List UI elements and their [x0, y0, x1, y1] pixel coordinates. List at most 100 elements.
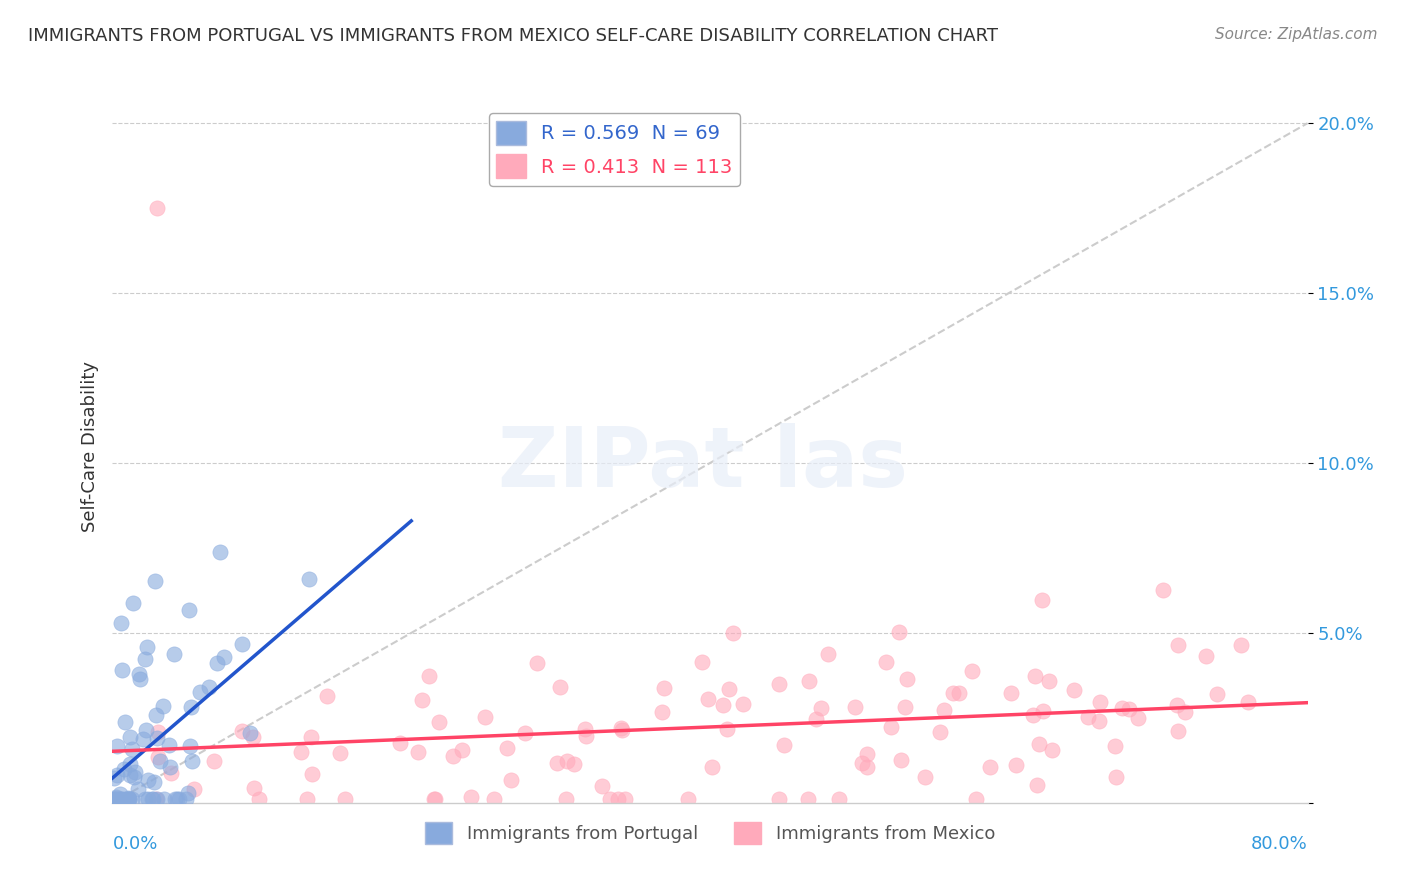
- Point: [562, 756, 585, 771]
- Point: [117, 792, 139, 806]
- Point: [676, 792, 699, 806]
- Point: [103, 792, 125, 806]
- Point: [768, 676, 790, 690]
- Point: [198, 680, 221, 694]
- Point: [142, 792, 165, 806]
- Point: [290, 745, 312, 759]
- Point: [247, 792, 270, 806]
- Point: [1236, 695, 1258, 709]
- Point: [136, 772, 159, 787]
- Point: [1031, 592, 1053, 607]
- Point: [804, 712, 827, 726]
- Point: [932, 703, 955, 717]
- Point: [114, 715, 136, 730]
- Point: [134, 652, 156, 666]
- Point: [574, 722, 596, 736]
- Point: [180, 699, 202, 714]
- Point: [105, 739, 128, 754]
- Point: [153, 792, 176, 806]
- Point: [117, 790, 139, 805]
- Point: [1104, 739, 1126, 753]
- Point: [108, 787, 131, 801]
- Point: [721, 626, 744, 640]
- Point: [768, 792, 790, 806]
- Point: [1111, 701, 1133, 715]
- Point: [124, 764, 146, 779]
- Point: [111, 792, 134, 806]
- Text: 0.0%: 0.0%: [112, 835, 157, 853]
- Point: [104, 792, 127, 806]
- Point: [152, 698, 174, 713]
- Point: [460, 790, 482, 805]
- Point: [141, 792, 163, 806]
- Point: [231, 637, 253, 651]
- Point: [145, 707, 167, 722]
- Point: [157, 738, 180, 752]
- Point: [148, 725, 170, 739]
- Point: [134, 792, 156, 806]
- Point: [1038, 673, 1060, 688]
- Point: [111, 663, 134, 677]
- Point: [136, 792, 159, 806]
- Point: [1118, 702, 1140, 716]
- Point: [159, 759, 181, 773]
- Point: [555, 755, 578, 769]
- Point: [828, 792, 851, 806]
- Point: [1167, 638, 1189, 652]
- Point: [145, 792, 167, 806]
- Point: [231, 724, 253, 739]
- Point: [960, 664, 983, 678]
- Point: [773, 738, 796, 752]
- Point: [239, 725, 262, 739]
- Point: [1206, 687, 1229, 701]
- Point: [441, 749, 464, 764]
- Point: [613, 792, 636, 806]
- Point: [851, 756, 873, 771]
- Point: [301, 766, 323, 780]
- Point: [697, 692, 720, 706]
- Point: [574, 729, 596, 743]
- Point: [547, 756, 569, 771]
- Point: [713, 698, 735, 712]
- Point: [856, 747, 879, 761]
- Text: 80.0%: 80.0%: [1251, 835, 1308, 853]
- Point: [183, 782, 205, 797]
- Point: [103, 792, 125, 806]
- Point: [242, 780, 264, 795]
- Point: [122, 770, 145, 784]
- Point: [204, 754, 226, 768]
- Point: [180, 754, 202, 768]
- Point: [716, 722, 738, 736]
- Point: [166, 792, 188, 806]
- Point: [810, 700, 832, 714]
- Point: [118, 792, 141, 806]
- Point: [165, 792, 187, 806]
- Point: [388, 735, 411, 749]
- Point: [208, 545, 231, 559]
- Point: [797, 792, 820, 806]
- Point: [418, 669, 440, 683]
- Point: [118, 768, 141, 782]
- Point: [179, 603, 201, 617]
- Point: [295, 792, 318, 806]
- Point: [515, 725, 537, 739]
- Point: [121, 741, 143, 756]
- Point: [1105, 770, 1128, 784]
- Point: [717, 681, 740, 696]
- Point: [702, 759, 724, 773]
- Point: [110, 615, 132, 630]
- Point: [1088, 714, 1111, 728]
- Point: [179, 739, 201, 753]
- Point: [121, 792, 143, 806]
- Point: [112, 762, 135, 776]
- Point: [1024, 669, 1046, 683]
- Point: [1195, 649, 1218, 664]
- Point: [145, 731, 167, 745]
- Point: [423, 792, 446, 806]
- Point: [120, 730, 142, 744]
- Point: [1032, 704, 1054, 718]
- Point: [890, 753, 912, 767]
- Point: [174, 792, 197, 806]
- Point: [474, 710, 496, 724]
- Point: [1026, 778, 1049, 792]
